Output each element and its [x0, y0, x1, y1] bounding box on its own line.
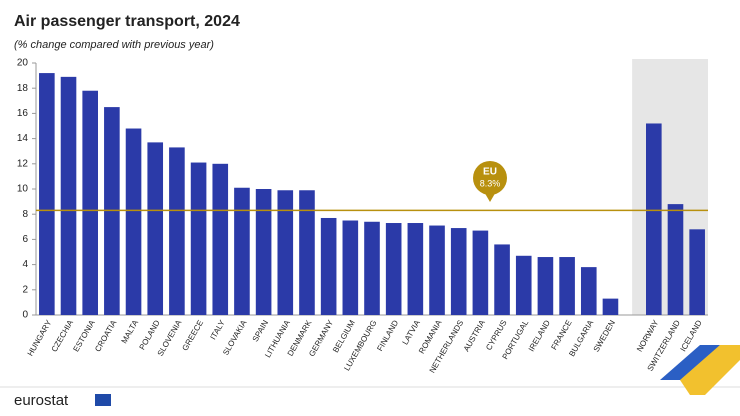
bar — [602, 298, 619, 315]
y-tick-label: 16 — [17, 108, 29, 119]
bar — [450, 228, 467, 315]
bar — [515, 255, 532, 315]
chart-subtitle: (% change compared with previous year) — [14, 39, 214, 51]
bar — [342, 220, 359, 315]
y-tick-label: 20 — [17, 58, 29, 69]
x-tick-label: ITALY — [208, 318, 227, 341]
bar — [190, 162, 207, 315]
bar — [537, 257, 554, 315]
x-tick-label: CYPRUS — [484, 319, 508, 352]
bar — [689, 229, 705, 315]
bar — [255, 189, 272, 315]
bar — [407, 223, 424, 315]
y-tick-label: 2 — [22, 284, 28, 295]
y-tick-label: 14 — [17, 133, 29, 144]
y-tick-label: 10 — [17, 184, 29, 195]
bar — [82, 90, 98, 315]
bar — [147, 142, 164, 315]
y-tick-label: 8 — [22, 209, 28, 220]
x-tick-label: CROATIA — [93, 318, 119, 353]
y-tick-label: 6 — [22, 234, 28, 245]
y-tick-label: 4 — [22, 259, 28, 270]
decor — [660, 345, 720, 380]
y-tick-label: 18 — [17, 83, 29, 94]
x-tick-label: GREECE — [180, 319, 205, 353]
logo-text: eurostat — [14, 392, 69, 409]
bar — [364, 221, 380, 315]
bar — [385, 223, 402, 315]
reference-value-label: 8.3% — [480, 178, 501, 188]
logo-flag — [95, 394, 111, 406]
x-tick-label: LATVIA — [401, 318, 423, 346]
x-tick-label: FINLAND — [375, 318, 400, 352]
bar — [39, 73, 55, 315]
chart-title: Air passenger transport, 2024 — [14, 13, 240, 30]
bar — [125, 128, 142, 315]
bar — [60, 76, 77, 315]
x-tick-label: POLAND — [138, 318, 162, 351]
bar — [212, 163, 229, 315]
bar — [299, 190, 315, 315]
x-tick-label: HUNGARY — [26, 318, 54, 358]
x-tick-label: MALTA — [120, 318, 141, 345]
bar — [580, 267, 597, 315]
bar — [559, 257, 575, 315]
bar — [234, 187, 250, 315]
bar — [646, 123, 662, 315]
decor — [680, 345, 740, 395]
reference-bubble — [473, 161, 507, 195]
x-tick-label: FRANCE — [549, 319, 573, 352]
bar — [277, 190, 294, 315]
bar — [667, 204, 684, 315]
x-tick-label: SWEDEN — [592, 318, 617, 353]
y-tick-label: 0 — [22, 310, 28, 321]
bar — [320, 217, 337, 315]
bar — [429, 225, 445, 315]
bar — [472, 230, 489, 315]
bar — [169, 147, 185, 315]
bar — [494, 244, 510, 315]
x-tick-label: SPAIN — [251, 318, 271, 343]
x-tick-label: IRELAND — [527, 318, 552, 353]
y-tick-label: 12 — [17, 158, 29, 169]
reference-label: EU — [483, 167, 497, 178]
